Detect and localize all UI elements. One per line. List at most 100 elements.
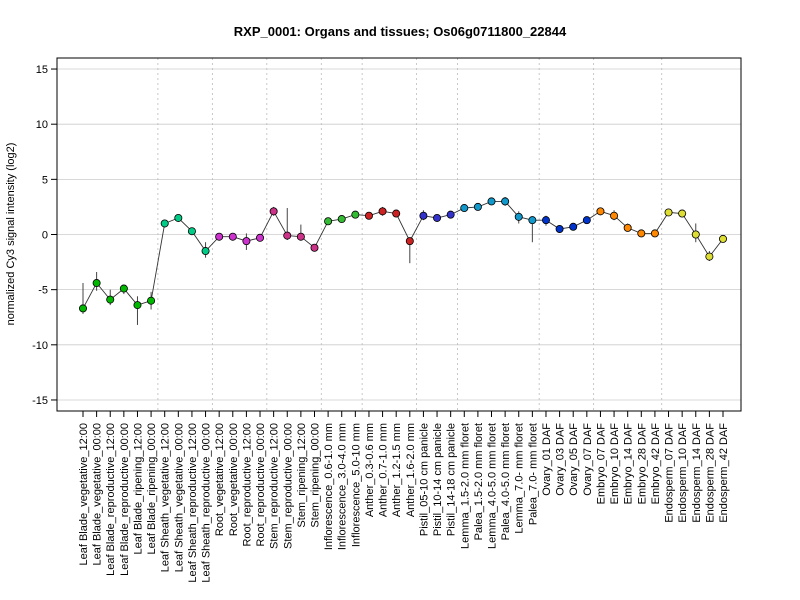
data-point bbox=[296, 232, 305, 241]
chart-title: RXP_0001: Organs and tissues; Os06g07118… bbox=[234, 24, 567, 39]
x-tick-label: Leaf Blade_ripening_12:00 bbox=[132, 423, 144, 555]
data-point bbox=[555, 224, 564, 233]
x-tick-label: Ovary_01 DAF bbox=[541, 423, 553, 496]
data-point bbox=[610, 211, 619, 220]
x-tick-label: Leaf Blade_reproductive_12:00 bbox=[105, 423, 117, 576]
x-tick-label: Inflorescence_3.0-4.0 mm bbox=[337, 423, 349, 550]
data-point bbox=[337, 215, 346, 224]
data-point bbox=[433, 213, 442, 222]
x-tick-label: Anther_0.7-1.0 mm bbox=[378, 423, 390, 517]
x-tick-label: Endosperm_42 DAF bbox=[718, 423, 730, 523]
data-point bbox=[501, 197, 510, 206]
data-point bbox=[514, 212, 523, 221]
x-tick-label: Ovary_03 DAF bbox=[555, 423, 567, 496]
x-tick-label: Embryo_07 DAF bbox=[595, 423, 607, 505]
x-tick-label: Embryo_28 DAF bbox=[636, 423, 648, 505]
data-point bbox=[324, 217, 333, 226]
data-point bbox=[160, 219, 169, 228]
data-point bbox=[637, 229, 646, 238]
data-point bbox=[147, 296, 156, 305]
y-tick-label: 10 bbox=[36, 119, 48, 131]
x-tick-label: Leaf Blade_ripening_00:00 bbox=[146, 423, 158, 555]
x-tick-label: Endosperm_14 DAF bbox=[691, 423, 703, 523]
data-point bbox=[678, 209, 687, 218]
data-point bbox=[283, 231, 292, 240]
x-tick-label: Pistil_10-14 cm panicle bbox=[432, 423, 444, 536]
x-tick-label: Leaf Sheath_reproductive_12:00 bbox=[187, 423, 199, 583]
x-tick-label: Leaf Sheath_vegetative_12:00 bbox=[160, 423, 172, 572]
x-tick-label: Stem_reproductive_12:00 bbox=[269, 423, 281, 549]
x-tick-label: Lemma_4.0-5.0 mm floret bbox=[487, 423, 499, 549]
x-tick-label: Stem_ripening_00:00 bbox=[309, 423, 321, 528]
y-tick-label: 5 bbox=[42, 174, 48, 186]
data-point bbox=[187, 227, 196, 236]
x-tick-label: Root_vegetative_00:00 bbox=[228, 423, 240, 536]
data-point bbox=[228, 232, 237, 241]
x-tick-label: Lemma_7.0- mm floret bbox=[514, 423, 526, 534]
data-point bbox=[269, 207, 278, 216]
x-tick-label: Leaf Blade_vegetative_12:00 bbox=[78, 423, 90, 566]
data-point bbox=[650, 229, 659, 238]
data-point bbox=[541, 216, 550, 225]
x-tick-label: Embryo_10 DAF bbox=[609, 423, 621, 505]
x-tick-label: Stem_reproductive_00:00 bbox=[282, 423, 294, 549]
y-tick-label: -10 bbox=[32, 340, 48, 352]
data-point bbox=[364, 211, 373, 220]
x-tick-label: Embryo_14 DAF bbox=[623, 423, 635, 505]
data-point bbox=[79, 304, 88, 313]
x-tick-label: Anther_1.2-1.5 mm bbox=[391, 423, 403, 517]
data-point bbox=[623, 223, 632, 232]
data-point bbox=[119, 284, 128, 293]
y-tick-label: -15 bbox=[32, 395, 48, 407]
data-point bbox=[133, 301, 142, 310]
data-point bbox=[446, 210, 455, 219]
data-point bbox=[691, 230, 700, 239]
data-point bbox=[582, 216, 591, 225]
data-point bbox=[487, 197, 496, 206]
x-tick-label: Lemma_1.5-2.0 mm floret bbox=[459, 423, 471, 549]
y-tick-label: 0 bbox=[42, 230, 48, 242]
x-tick-label: Root_reproductive_00:00 bbox=[255, 423, 267, 547]
x-axis: Leaf Blade_vegetative_12:00 Leaf Blade_ve… bbox=[78, 411, 730, 583]
y-axis: -15 -10 -5 0 5 10 15 bbox=[32, 64, 57, 407]
x-tick-label: Endosperm_10 DAF bbox=[677, 423, 689, 523]
data-point bbox=[419, 211, 428, 220]
data-point bbox=[310, 243, 319, 252]
x-tick-label: Inflorescence_5.0-10 mm bbox=[350, 423, 362, 547]
x-tick-label: Endosperm_28 DAF bbox=[704, 423, 716, 523]
y-tick-label: 15 bbox=[36, 64, 48, 76]
y-tick-label: -5 bbox=[38, 285, 48, 297]
x-tick-label: Ovary_07 DAF bbox=[582, 423, 594, 496]
x-tick-label: Pistil_14-18 cm panicle bbox=[446, 423, 458, 536]
y-axis-label: normalized Cy3 signal intensity (log2) bbox=[5, 143, 17, 326]
data-point bbox=[528, 216, 537, 225]
data-point bbox=[705, 252, 714, 261]
data-point bbox=[569, 222, 578, 231]
x-tick-label: Leaf Sheath_vegetative_00:00 bbox=[173, 423, 185, 572]
x-tick-label: Pistil_05-10 cm panicle bbox=[418, 423, 430, 536]
data-point bbox=[215, 232, 224, 241]
x-tick-label: Inflorescence_0.6-1.0 mm bbox=[323, 423, 335, 550]
grid-lines bbox=[57, 68, 741, 401]
data-point bbox=[106, 295, 115, 304]
data-point bbox=[92, 279, 101, 288]
data-point bbox=[719, 234, 728, 243]
data-point bbox=[351, 210, 360, 219]
data-point bbox=[392, 209, 401, 218]
data-point bbox=[664, 208, 673, 217]
x-tick-label: Endosperm_07 DAF bbox=[664, 423, 676, 523]
x-tick-label: Root_reproductive_12:00 bbox=[241, 423, 253, 547]
x-tick-label: Leaf Blade_vegetative_00:00 bbox=[92, 423, 104, 566]
x-tick-label: Ovary_05 DAF bbox=[568, 423, 580, 496]
data-points bbox=[79, 197, 728, 313]
data-point bbox=[242, 237, 251, 246]
data-point bbox=[473, 202, 482, 211]
data-point bbox=[378, 207, 387, 216]
x-tick-label: Leaf Blade_reproductive_00:00 bbox=[119, 423, 131, 576]
x-tick-label: Palea_1.5-2.0 mm floret bbox=[473, 423, 485, 540]
data-point bbox=[256, 233, 265, 242]
x-tick-label: Palea_7.0- mm floret bbox=[527, 423, 539, 525]
data-point bbox=[174, 213, 183, 222]
x-tick-label: Palea_4.0-5.0 mm floret bbox=[500, 423, 512, 540]
